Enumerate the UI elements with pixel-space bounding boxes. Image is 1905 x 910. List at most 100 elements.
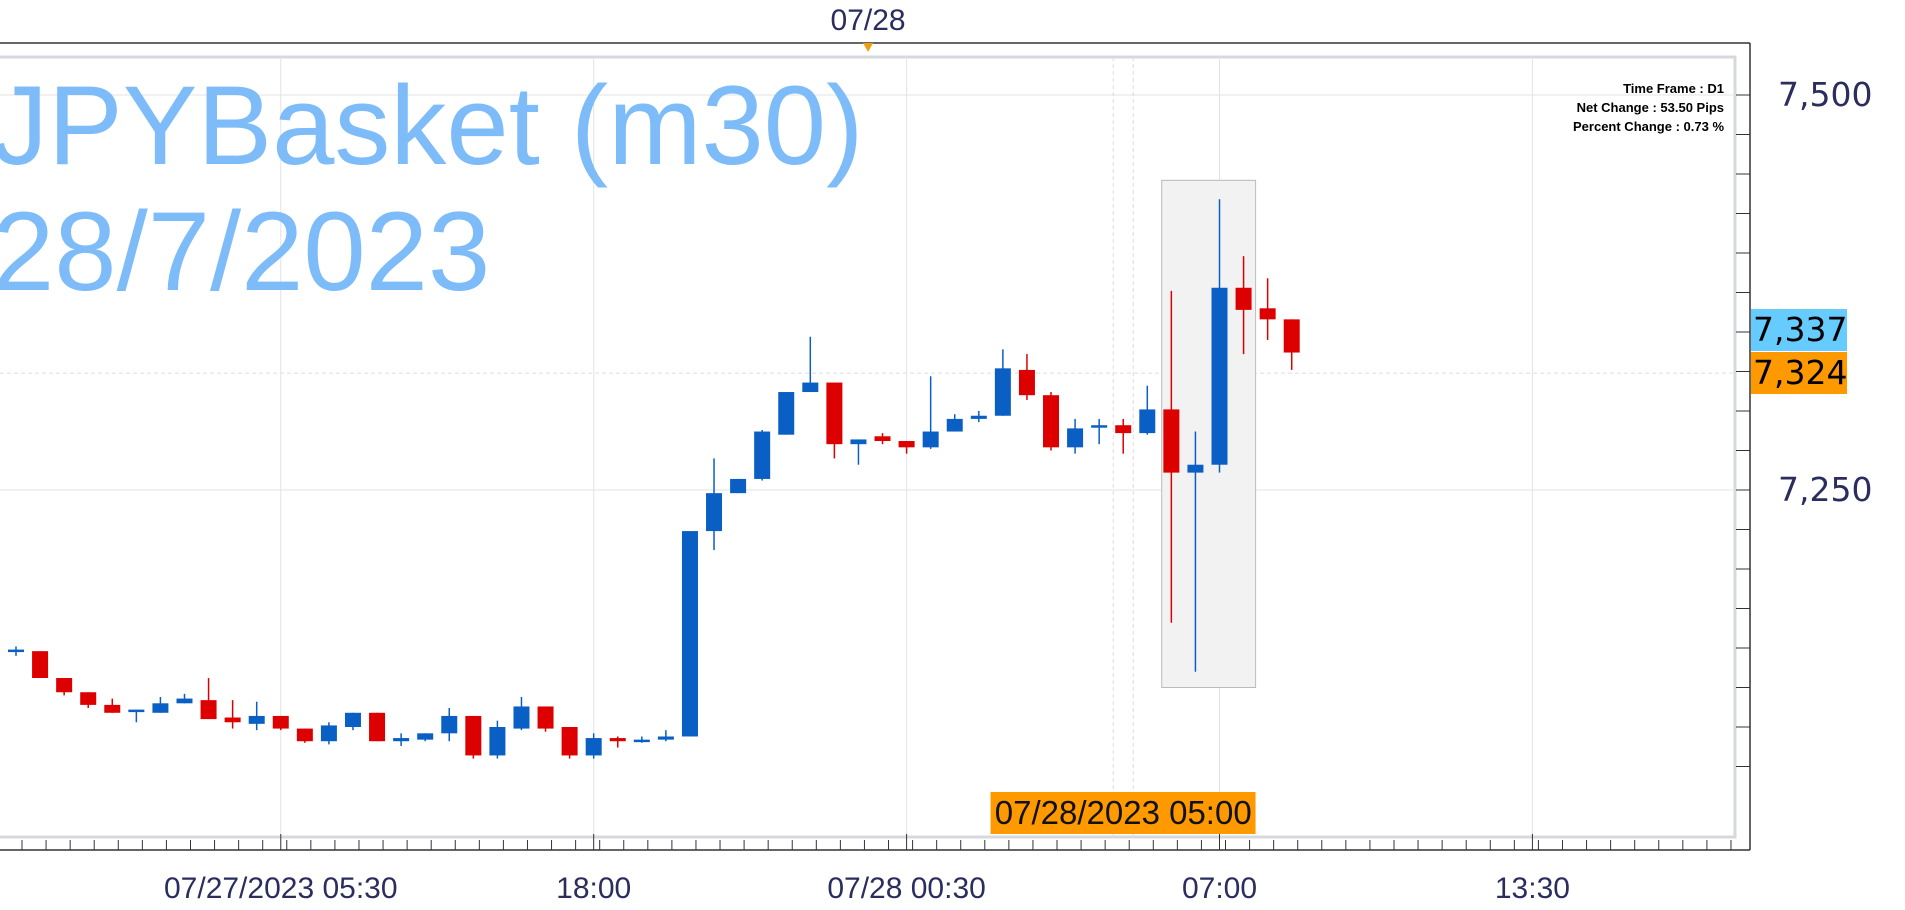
day-separator-label: 07/28: [830, 4, 906, 37]
bearish-candle: [1018, 354, 1035, 400]
x-tick-label: 07/28 00:30: [827, 872, 986, 905]
bullish-candle: [417, 733, 434, 742]
candle-body: [128, 709, 145, 713]
bearish-candle: [537, 706, 554, 732]
crosshair-time-label: 07/28/2023 05:00: [990, 792, 1256, 834]
bullish-candle: [8, 646, 24, 656]
bearish-candle: [296, 728, 313, 743]
bullish-candle: [585, 733, 602, 759]
bullish-candle: [489, 720, 506, 759]
candle-body: [609, 738, 626, 742]
candle-body: [778, 392, 795, 435]
candle-body: [898, 441, 915, 448]
candle-body: [393, 738, 410, 742]
candle-body: [104, 704, 121, 713]
candle-body: [922, 431, 939, 448]
bullish-candle: [778, 392, 795, 435]
candle-body: [513, 706, 530, 729]
bearish-candle: [465, 715, 482, 759]
bearish-candle: [104, 698, 121, 713]
candle-body: [633, 739, 650, 743]
candle-body: [585, 738, 602, 756]
candle-body: [1283, 319, 1300, 353]
bearish-candle: [32, 651, 49, 679]
bullish-candle: [754, 429, 771, 481]
candle-body: [1259, 308, 1276, 320]
candle-body: [1043, 395, 1060, 448]
candle-body: [994, 368, 1011, 416]
bullish-candle: [344, 712, 361, 731]
bullish-candle: [994, 349, 1011, 416]
bullish-candle: [152, 696, 169, 713]
bearish-candle: [1115, 418, 1132, 454]
bullish-candle: [1187, 431, 1204, 672]
bullish-candle: [681, 531, 698, 737]
candle-body: [441, 715, 458, 734]
candle-body: [730, 478, 747, 494]
bullish-candle: [657, 730, 674, 742]
time-frame-text: Time Frame : D1: [1623, 81, 1724, 96]
x-tick-label: 07:00: [1181, 872, 1258, 905]
bullish-candle: [248, 701, 265, 731]
bullish-candle: [922, 376, 939, 449]
chart-title-symbol: JPYBasket (m30): [0, 63, 864, 188]
bearish-candle: [609, 736, 626, 748]
candle-body: [802, 382, 819, 393]
candle-body: [152, 703, 169, 713]
x-tick-label: 18:00: [556, 872, 632, 905]
candle-body: [850, 439, 867, 445]
candle-body: [1067, 428, 1084, 448]
x-tick-label: 13:30: [1494, 872, 1570, 905]
bullish-candle: [1067, 418, 1084, 454]
bullish-candle: [850, 439, 867, 465]
bullish-candle: [970, 411, 987, 423]
bearish-candle: [1043, 392, 1060, 451]
bearish-candle: [1259, 278, 1276, 340]
bullish-candle: [633, 736, 650, 743]
bearish-candle: [1283, 319, 1300, 370]
candle-body: [32, 651, 49, 679]
bearish-candle: [874, 433, 891, 445]
bearish-candle: [1235, 256, 1252, 355]
y-tick-label: 7,500: [1778, 75, 1873, 114]
bullish-candle: [730, 478, 747, 494]
candle-body: [8, 649, 24, 653]
candle-body: [224, 717, 241, 723]
bullish-candle: [1139, 385, 1156, 435]
y-tick-label: 7,250: [1778, 470, 1873, 509]
info-panel: Time Frame : D1 Net Change : 53.50 Pips …: [1573, 79, 1724, 136]
bearish-candle: [561, 727, 578, 759]
candle-body: [369, 712, 386, 742]
candle-body: [1235, 287, 1252, 310]
bearish-candle: [224, 700, 241, 729]
candle-body: [272, 715, 289, 729]
candle-body: [1211, 287, 1228, 465]
bearish-candle: [1163, 290, 1180, 623]
bearish-candle: [272, 715, 289, 731]
candle-body: [489, 727, 506, 756]
bearish-candle: [56, 678, 73, 696]
plot-panel: [0, 55, 1737, 839]
current-price-tag: 7,324: [1751, 352, 1847, 395]
bullish-candle: [320, 722, 337, 745]
bearish-candle: [369, 712, 386, 742]
candle-body: [537, 706, 554, 729]
candle-body: [56, 678, 73, 693]
bullish-candle: [802, 336, 819, 393]
candle-body: [1163, 409, 1180, 473]
candle-body: [200, 700, 217, 720]
last-price-tag: 7,337: [1751, 309, 1847, 352]
bullish-candle: [1211, 199, 1228, 473]
bearish-candle: [80, 692, 97, 709]
candle-body: [681, 531, 698, 737]
candle-body: [1187, 464, 1204, 473]
bullish-candle: [128, 709, 145, 723]
net-change-text: Net Change : 53.50 Pips: [1576, 100, 1724, 115]
candle-body: [561, 727, 578, 756]
candle-body: [248, 715, 265, 724]
bullish-candle: [946, 414, 963, 432]
candle-body: [176, 698, 193, 704]
candle-body: [657, 736, 674, 740]
candle-body: [1139, 409, 1156, 434]
